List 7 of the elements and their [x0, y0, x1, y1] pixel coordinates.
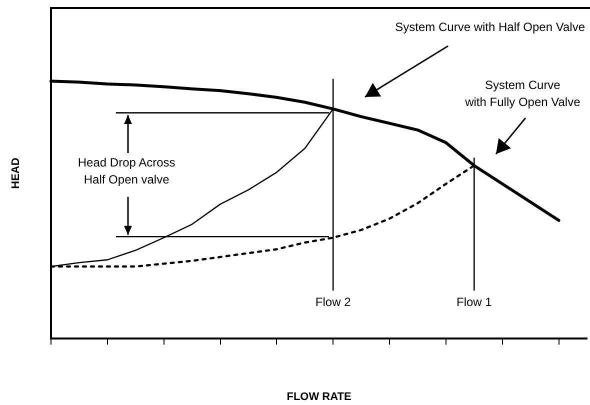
x-axis-title: FLOW RATE [286, 391, 352, 404]
annotation: Flow 2 [315, 294, 352, 309]
annotation: Head Drop Across Half Open valve [78, 156, 176, 187]
y-axis-title: HEAD [10, 158, 22, 189]
text: System Curve with Half Open Valve [395, 20, 586, 34]
annotation: System Curve with Fully Open Valve [464, 78, 581, 110]
annotation: Flow 1 [456, 294, 492, 309]
